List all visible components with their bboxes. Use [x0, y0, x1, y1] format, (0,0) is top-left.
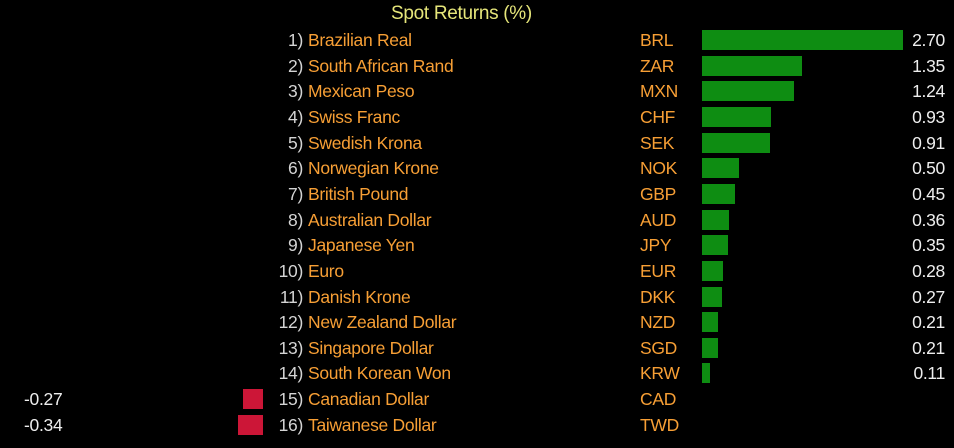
chart-row[interactable]: 8) Australian Dollar AUD 0.36: [0, 207, 954, 233]
row-currency-name: Japanese Yen: [308, 235, 415, 256]
chart-row[interactable]: 4) Swiss Franc CHF 0.93: [0, 104, 954, 130]
chart-row[interactable]: 10) Euro EUR 0.28: [0, 258, 954, 284]
row-value: 2.70: [912, 30, 945, 50]
row-rank[interactable]: 12): [278, 312, 304, 333]
row-value: 0.21: [912, 312, 945, 333]
row-rank[interactable]: 7): [288, 183, 303, 204]
row-currency-name: Norwegian Krone: [308, 158, 439, 179]
row-bar: [702, 312, 718, 333]
row-currency-name: Australian Dollar: [308, 209, 432, 230]
row-rank[interactable]: 15): [278, 389, 304, 410]
row-value: 0.36: [912, 209, 945, 230]
row-currency-code: NOK: [640, 158, 678, 179]
chart-row[interactable]: 3) Mexican Peso MXN 1.24: [0, 78, 954, 104]
row-rank[interactable]: 1): [288, 30, 303, 50]
row-value: 0.28: [912, 260, 945, 281]
chart-row[interactable]: 5) Swedish Krona SEK 0.91: [0, 130, 954, 156]
row-currency-code: GBP: [640, 183, 677, 204]
row-currency-name: Swiss Franc: [308, 106, 400, 127]
row-bar: [702, 183, 736, 204]
row-currency-code: SGD: [640, 337, 678, 358]
row-currency-code: JPY: [640, 235, 672, 256]
row-currency-name: Mexican Peso: [308, 81, 415, 102]
row-bar: [702, 158, 740, 179]
row-currency-name: Brazilian Real: [308, 30, 412, 50]
row-value: 0.35: [912, 235, 945, 256]
chart-row[interactable]: 14) South Korean Won KRW 0.11: [0, 360, 954, 386]
row-rank[interactable]: 14): [278, 363, 304, 384]
row-currency-code: CHF: [640, 106, 676, 127]
row-currency-code: CAD: [640, 389, 677, 410]
row-currency-name: Euro: [308, 260, 344, 281]
row-value: 0.21: [912, 337, 945, 358]
row-currency-name: British Pound: [308, 183, 409, 204]
chart-row[interactable]: 2) South African Rand ZAR 1.35: [0, 53, 954, 79]
row-bar: [702, 337, 718, 358]
row-currency-code: EUR: [640, 260, 677, 281]
chart-row[interactable]: 7) British Pound GBP 0.45: [0, 181, 954, 207]
row-value: -0.27: [24, 389, 63, 410]
row-bar: [702, 81, 795, 102]
row-currency-name: Singapore Dollar: [308, 337, 434, 358]
chart-row[interactable]: 12) New Zealand Dollar NZD 0.21: [0, 309, 954, 335]
row-currency-code: NZD: [640, 312, 676, 333]
chart-row[interactable]: 16) Taiwanese Dollar TWD -0.34: [0, 412, 954, 438]
chart-row[interactable]: 11) Danish Krone DKK 0.27: [0, 284, 954, 310]
row-bar: [702, 209, 729, 230]
chart-row[interactable]: 15) Canadian Dollar CAD -0.27: [0, 386, 954, 412]
row-currency-name: Taiwanese Dollar: [308, 414, 437, 435]
row-bar: [702, 30, 903, 50]
row-bar: [702, 235, 729, 256]
chart-row[interactable]: 9) Japanese Yen JPY 0.35: [0, 232, 954, 258]
row-currency-code: AUD: [640, 209, 677, 230]
row-value: 1.24: [912, 81, 945, 102]
row-currency-name: Canadian Dollar: [308, 389, 429, 410]
chart-title: Spot Returns (%): [391, 3, 532, 24]
row-currency-code: TWD: [640, 414, 679, 435]
row-value: 1.35: [912, 55, 945, 76]
row-value: 0.27: [912, 286, 945, 307]
row-rank[interactable]: 5): [288, 132, 303, 153]
row-currency-code: SEK: [640, 132, 675, 153]
row-rank[interactable]: 16): [278, 414, 304, 435]
row-currency-code: KRW: [640, 363, 680, 384]
row-value: 0.11: [913, 363, 945, 384]
row-bar: [702, 286, 723, 307]
row-value: 0.91: [912, 132, 945, 153]
row-rank[interactable]: 8): [288, 209, 303, 230]
row-bar: [702, 55, 803, 76]
row-bar: [702, 260, 723, 281]
row-value: 0.93: [912, 106, 945, 127]
row-bar: [242, 389, 263, 410]
row-rank[interactable]: 3): [288, 81, 303, 102]
row-bar: [702, 363, 711, 384]
row-currency-name: Swedish Krona: [308, 132, 422, 153]
row-currency-code: DKK: [640, 286, 676, 307]
chart-row[interactable]: 6) Norwegian Krone NOK 0.50: [0, 155, 954, 181]
chart-row[interactable]: 13) Singapore Dollar SGD 0.21: [0, 335, 954, 361]
row-rank[interactable]: 6): [288, 158, 303, 179]
row-currency-code: BRL: [640, 30, 674, 50]
row-rank[interactable]: 10): [278, 260, 304, 281]
chart-row[interactable]: 1) Brazilian Real BRL 2.70: [0, 27, 954, 53]
row-value: -0.34: [24, 414, 63, 435]
row-rank[interactable]: 2): [288, 55, 303, 76]
row-currency-name: Danish Krone: [308, 286, 411, 307]
row-rank[interactable]: 9): [288, 235, 303, 256]
row-value: 0.50: [912, 158, 945, 179]
row-rank[interactable]: 4): [288, 106, 303, 127]
row-currency-code: MXN: [640, 81, 678, 102]
row-rank[interactable]: 13): [278, 337, 304, 358]
row-currency-name: South Korean Won: [308, 363, 451, 384]
row-bar: [702, 106, 772, 127]
row-value: 0.45: [912, 183, 945, 204]
row-currency-name: New Zealand Dollar: [308, 312, 457, 333]
row-bar: [237, 414, 263, 435]
row-rank[interactable]: 11): [279, 286, 303, 307]
row-bar: [702, 132, 770, 153]
row-currency-name: South African Rand: [308, 55, 454, 76]
row-currency-code: ZAR: [640, 55, 675, 76]
